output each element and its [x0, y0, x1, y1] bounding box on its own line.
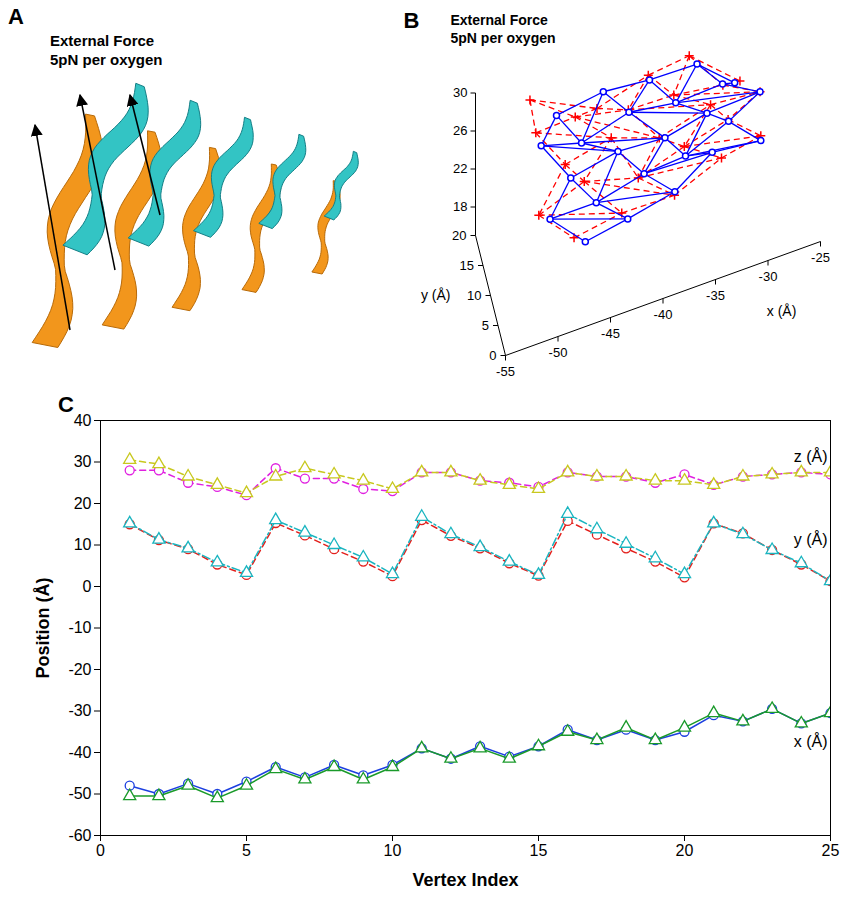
svg-text:Vertex Index: Vertex Index	[412, 870, 518, 890]
svg-text:15: 15	[460, 258, 474, 273]
svg-text:x (Å): x (Å)	[767, 303, 797, 319]
svg-text:-25: -25	[811, 250, 830, 265]
svg-text:-45: -45	[601, 326, 620, 341]
svg-text:-40: -40	[68, 744, 91, 761]
svg-text:-60: -60	[68, 827, 91, 844]
svg-text:A: A	[8, 4, 24, 29]
svg-text:5: 5	[242, 842, 251, 859]
svg-text:10: 10	[384, 842, 402, 859]
svg-text:-50: -50	[68, 785, 91, 802]
svg-text:25: 25	[822, 842, 840, 859]
svg-text:20: 20	[452, 228, 466, 243]
svg-text:External Force: External Force	[50, 32, 154, 49]
svg-text:10: 10	[74, 536, 92, 553]
svg-text:30: 30	[453, 85, 467, 100]
svg-text:15: 15	[530, 842, 548, 859]
svg-text:External Force: External Force	[451, 12, 548, 28]
svg-text:30: 30	[74, 453, 92, 470]
html-text:C: C	[58, 392, 74, 417]
svg-text:y (Å): y (Å)	[794, 530, 828, 548]
svg-text:-30: -30	[68, 702, 91, 719]
svg-text:x (Å): x (Å)	[794, 732, 828, 750]
svg-text:10: 10	[467, 288, 481, 303]
svg-text:z (Å): z (Å)	[794, 446, 828, 464]
svg-text:y (Å): y (Å)	[421, 287, 451, 303]
svg-text:40: 40	[74, 412, 92, 429]
svg-text:0: 0	[489, 348, 496, 363]
svg-text:5: 5	[482, 318, 489, 333]
svg-text:26: 26	[453, 123, 467, 138]
svg-text:20: 20	[74, 495, 92, 512]
svg-text:-55: -55	[496, 364, 515, 379]
svg-text:20: 20	[676, 842, 694, 859]
svg-text:-10: -10	[68, 619, 91, 636]
svg-text:0: 0	[83, 578, 92, 595]
svg-text:B: B	[404, 8, 420, 33]
svg-text:0: 0	[96, 842, 105, 859]
svg-text:18: 18	[453, 199, 467, 214]
svg-text:Position (Å): Position (Å)	[33, 578, 53, 679]
svg-text:-50: -50	[549, 345, 568, 360]
svg-text:-40: -40	[654, 307, 673, 322]
svg-text:5pN per oxygen: 5pN per oxygen	[50, 51, 163, 68]
svg-text:5pN per oxygen: 5pN per oxygen	[451, 30, 556, 46]
svg-text:-30: -30	[759, 269, 778, 284]
svg-text:-20: -20	[68, 661, 91, 678]
svg-text:-35: -35	[706, 288, 725, 303]
svg-text:22: 22	[453, 161, 467, 176]
